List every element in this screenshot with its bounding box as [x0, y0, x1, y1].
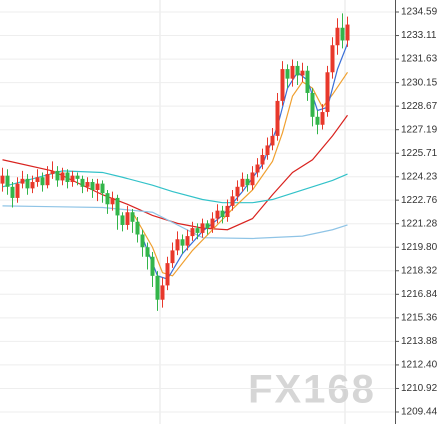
moving-average-line	[2, 170, 348, 204]
watermark: FX168	[248, 368, 376, 412]
candle-body	[85, 182, 90, 187]
candle-body	[65, 172, 70, 183]
moving-average-line	[2, 205, 348, 240]
candle-body	[235, 186, 240, 197]
y-tick-label: 1219.80	[401, 242, 438, 253]
candle-body	[300, 70, 305, 76]
y-tick-label: 1231.63	[401, 54, 438, 65]
candle-body	[110, 197, 115, 205]
candle-body	[50, 170, 55, 175]
candle-body	[325, 72, 330, 113]
candle-body	[95, 183, 100, 190]
candle-body	[275, 100, 280, 136]
candle-body	[100, 183, 105, 194]
y-tick-label: 1209.44	[401, 407, 438, 418]
candle-body	[280, 69, 285, 101]
candle-body	[105, 193, 110, 205]
candle-body	[195, 228, 200, 233]
candle-body	[155, 275, 160, 300]
candle-body	[125, 212, 130, 225]
candle-body	[20, 178, 25, 184]
candle-body	[60, 172, 65, 181]
candle-body	[150, 256, 155, 276]
candle-body	[255, 164, 260, 173]
y-tick-label: 1210.92	[401, 383, 438, 394]
y-tick-label: 1233.11	[401, 30, 437, 41]
candle-body	[80, 178, 85, 187]
candle-body	[170, 250, 175, 264]
candle-body	[310, 92, 315, 117]
candle-body	[175, 239, 180, 251]
candle-body	[290, 65, 295, 79]
candle-body	[345, 24, 350, 41]
candle-body	[75, 175, 80, 179]
candle-body	[260, 154, 265, 165]
candle-body	[245, 178, 250, 186]
candle-body	[180, 239, 185, 246]
candle-body	[10, 186, 15, 198]
candle-body	[295, 65, 300, 76]
y-tick-label: 1213.88	[401, 336, 438, 347]
candle-body	[45, 174, 50, 186]
y-tick-label: 1216.84	[401, 289, 438, 300]
y-tick-label: 1225.71	[401, 148, 438, 159]
candle-body	[0, 175, 5, 184]
candle-body	[315, 116, 320, 125]
candle-body	[160, 285, 165, 300]
candle-body	[230, 196, 235, 206]
candle-body	[120, 215, 125, 225]
y-tick-label: 1218.32	[401, 265, 438, 276]
candle-body	[115, 197, 120, 216]
candle-body	[35, 177, 40, 183]
candle-body	[190, 228, 195, 237]
candle-body	[340, 27, 345, 41]
candle-body	[140, 234, 145, 248]
candle-body	[210, 218, 215, 229]
candle-body	[135, 221, 140, 235]
candle-body	[335, 27, 340, 46]
y-tick-label: 1221.28	[401, 218, 438, 229]
candle-body	[40, 177, 45, 186]
y-tick-label: 1212.40	[401, 360, 438, 371]
candle-body	[240, 178, 245, 187]
candle-body	[265, 145, 270, 155]
candle-body	[270, 135, 275, 146]
candle-body	[200, 223, 205, 233]
candle-body	[215, 210, 220, 219]
y-tick-label: 1222.76	[401, 195, 438, 206]
candle-body	[185, 236, 190, 246]
candle-body	[70, 175, 75, 183]
candle-body	[25, 178, 30, 189]
candle-body	[5, 175, 10, 187]
candle-body	[320, 112, 325, 125]
candle-body	[30, 182, 35, 189]
candle-body	[90, 182, 95, 190]
y-tick-label: 1215.36	[401, 312, 438, 323]
candle-body	[55, 170, 60, 181]
candle-body	[205, 223, 210, 229]
candle-body	[285, 69, 290, 79]
y-tick-label: 1234.59	[401, 7, 438, 18]
candle-body	[225, 205, 230, 218]
candle-body	[305, 70, 310, 93]
candle-body	[220, 210, 225, 218]
y-tick-label: 1228.67	[401, 101, 438, 112]
candle-body	[250, 172, 255, 186]
candle-body	[145, 247, 150, 257]
y-tick-label: 1224.23	[401, 171, 438, 182]
candle-body	[15, 183, 20, 198]
y-tick-label: 1227.19	[401, 124, 438, 135]
y-tick-label: 1230.15	[401, 77, 438, 88]
candle-body	[165, 263, 170, 286]
candle-body	[330, 45, 335, 73]
candle-body	[130, 212, 135, 222]
